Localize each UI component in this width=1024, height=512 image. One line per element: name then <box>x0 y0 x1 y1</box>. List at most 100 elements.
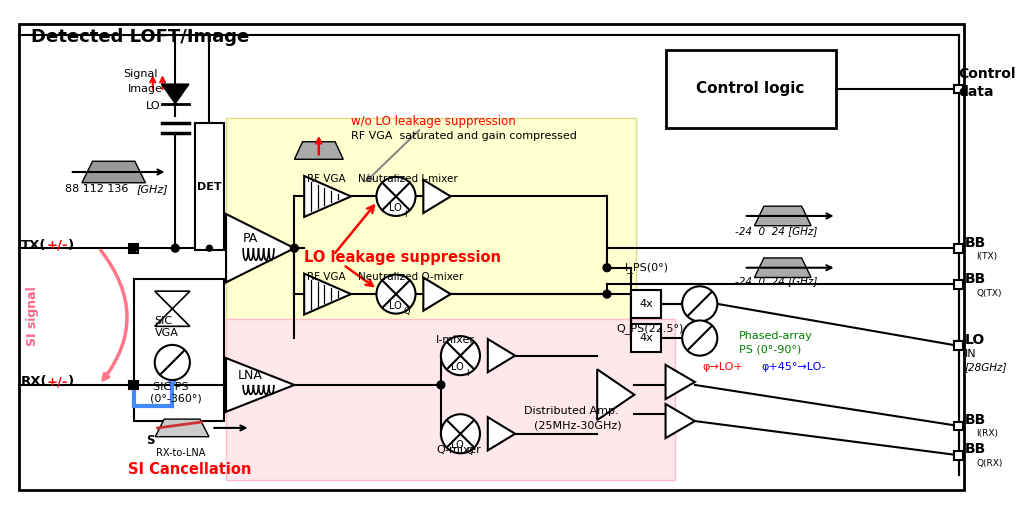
Text: RF VGA: RF VGA <box>307 174 346 184</box>
Circle shape <box>207 245 212 251</box>
Text: BB: BB <box>965 413 986 427</box>
Text: LO: LO <box>389 301 401 311</box>
Polygon shape <box>304 176 351 217</box>
Bar <box>954 280 963 289</box>
Circle shape <box>437 381 444 389</box>
Bar <box>129 380 137 389</box>
Text: Control: Control <box>958 68 1016 81</box>
Text: I: I <box>403 209 407 219</box>
Circle shape <box>129 381 137 389</box>
Circle shape <box>171 244 179 252</box>
Text: [GHz]: [GHz] <box>136 184 168 194</box>
Circle shape <box>603 290 611 298</box>
Polygon shape <box>487 417 515 451</box>
Text: LO: LO <box>389 203 401 213</box>
Bar <box>134 280 224 421</box>
Text: 4x: 4x <box>639 299 653 309</box>
Text: Phased-array: Phased-array <box>738 331 813 341</box>
Text: -24  0  24 [GHz]: -24 0 24 [GHz] <box>735 276 817 286</box>
Text: TX(: TX( <box>20 239 46 252</box>
Polygon shape <box>487 339 515 372</box>
Polygon shape <box>82 161 145 183</box>
Text: Q-mixer: Q-mixer <box>436 445 481 455</box>
Text: LO: LO <box>451 362 464 372</box>
Text: LO: LO <box>145 100 160 111</box>
Circle shape <box>155 345 189 380</box>
Circle shape <box>603 264 611 272</box>
Bar <box>954 84 963 93</box>
Polygon shape <box>226 358 295 412</box>
Polygon shape <box>162 84 188 103</box>
Bar <box>954 421 963 431</box>
Text: data: data <box>958 85 994 99</box>
Circle shape <box>682 321 718 356</box>
Text: 4x: 4x <box>639 333 653 343</box>
Text: S: S <box>146 434 155 447</box>
Text: RF VGA: RF VGA <box>307 271 346 282</box>
Text: RX-to-LNA: RX-to-LNA <box>156 449 205 458</box>
Text: I: I <box>466 369 469 378</box>
Text: SI signal: SI signal <box>27 287 39 347</box>
Text: I(RX): I(RX) <box>976 429 998 438</box>
Text: Control logic: Control logic <box>696 81 805 96</box>
Circle shape <box>377 177 416 216</box>
Text: RX(: RX( <box>20 375 47 389</box>
Text: SI Cancellation: SI Cancellation <box>128 462 252 477</box>
Text: 88 112 136: 88 112 136 <box>65 184 128 194</box>
Text: BB: BB <box>965 272 986 286</box>
Text: LO: LO <box>451 440 464 451</box>
Text: (0°-360°): (0°-360°) <box>150 394 202 403</box>
Circle shape <box>441 414 480 453</box>
Bar <box>226 318 675 480</box>
Bar <box>632 325 660 352</box>
Text: Q(RX): Q(RX) <box>976 459 1002 467</box>
Bar <box>954 451 963 460</box>
Text: ): ) <box>68 239 74 252</box>
Text: Q: Q <box>403 307 411 316</box>
Polygon shape <box>226 214 295 283</box>
Polygon shape <box>156 419 209 437</box>
Circle shape <box>377 274 416 314</box>
Polygon shape <box>155 291 189 309</box>
Text: w/o LO leakage suppression: w/o LO leakage suppression <box>351 115 516 127</box>
Circle shape <box>291 244 298 252</box>
Bar <box>632 290 660 317</box>
Polygon shape <box>666 365 695 399</box>
Text: I(TX): I(TX) <box>976 252 997 262</box>
Text: I-mixer: I-mixer <box>436 335 475 345</box>
Text: SIC PS: SIC PS <box>153 382 188 392</box>
Polygon shape <box>155 309 189 326</box>
Text: PS (0°-90°): PS (0°-90°) <box>738 345 801 355</box>
Text: Q_PS(22.5°): Q_PS(22.5°) <box>616 323 684 334</box>
Text: LO leakage suppression: LO leakage suppression <box>304 250 501 265</box>
Text: Neutralized Q-mixer: Neutralized Q-mixer <box>358 271 463 282</box>
Text: Distributed Amp.: Distributed Amp. <box>524 407 618 416</box>
Text: +/-: +/- <box>46 239 68 252</box>
Text: [28GHz]: [28GHz] <box>965 362 1007 372</box>
Text: VGA: VGA <box>155 328 178 338</box>
Bar <box>954 244 963 252</box>
Polygon shape <box>295 142 343 159</box>
Bar <box>954 342 963 350</box>
Text: Neutralized I-mixer: Neutralized I-mixer <box>358 174 458 184</box>
Text: Q(TX): Q(TX) <box>976 289 1001 297</box>
Text: -24  0  24 [GHz]: -24 0 24 [GHz] <box>735 226 817 236</box>
Circle shape <box>682 286 718 322</box>
Text: Signal: Signal <box>124 69 158 79</box>
Text: RF VGA  saturated and gain compressed: RF VGA saturated and gain compressed <box>351 131 577 141</box>
Polygon shape <box>755 258 811 278</box>
Text: φ→LO+: φ→LO+ <box>702 362 743 372</box>
Polygon shape <box>423 180 451 213</box>
Bar <box>195 123 224 250</box>
Bar <box>226 118 636 382</box>
Text: BB: BB <box>965 442 986 456</box>
Polygon shape <box>304 273 351 314</box>
Text: SIC: SIC <box>155 316 173 327</box>
Text: LO: LO <box>965 333 985 347</box>
Polygon shape <box>423 278 451 311</box>
Circle shape <box>441 336 480 375</box>
Text: +/-: +/- <box>46 375 68 389</box>
Text: (25MHz-30GHz): (25MHz-30GHz) <box>534 421 622 431</box>
Polygon shape <box>755 206 811 226</box>
Circle shape <box>129 244 137 252</box>
